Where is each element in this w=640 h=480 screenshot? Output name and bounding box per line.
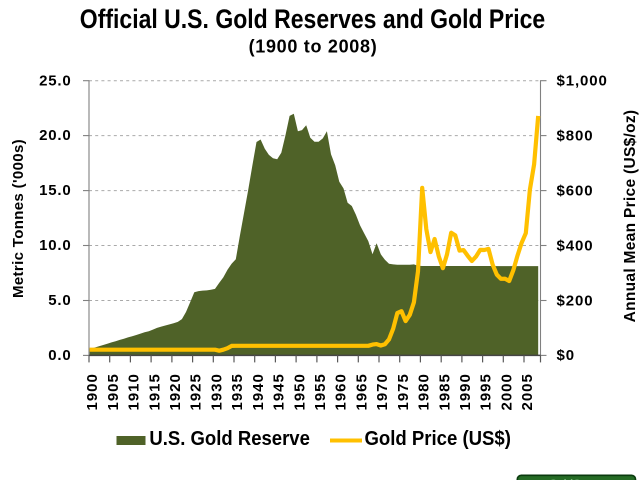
svg-text:1910: 1910 — [126, 373, 143, 410]
svg-text:10.0: 10.0 — [39, 237, 71, 254]
svg-text:1920: 1920 — [167, 373, 184, 410]
svg-text:1965: 1965 — [353, 373, 370, 410]
svg-text:$0: $0 — [557, 347, 576, 364]
svg-text:5.0: 5.0 — [48, 292, 71, 309]
svg-text:1945: 1945 — [271, 373, 288, 410]
svg-text:25.0: 25.0 — [39, 72, 71, 89]
svg-text:$1,000: $1,000 — [557, 73, 608, 90]
svg-text:$200: $200 — [557, 292, 594, 309]
svg-text:1980: 1980 — [416, 373, 433, 410]
svg-text:Annual Mean Price (US$/oz): Annual Mean Price (US$/oz) — [622, 110, 639, 323]
svg-text:2005: 2005 — [519, 373, 536, 410]
svg-text:1955: 1955 — [312, 373, 329, 410]
svg-text:1915: 1915 — [146, 373, 163, 410]
svg-text:15.0: 15.0 — [39, 182, 71, 199]
svg-text:$800: $800 — [557, 127, 594, 144]
svg-text:Gold Price (US$): Gold Price (US$) — [365, 428, 511, 450]
svg-text:1925: 1925 — [188, 373, 205, 410]
svg-text:1995: 1995 — [478, 373, 495, 410]
svg-text:1975: 1975 — [395, 373, 412, 410]
svg-text:1960: 1960 — [333, 373, 350, 410]
svg-text:1930: 1930 — [208, 373, 225, 410]
svg-text:GoldCore: GoldCore — [549, 478, 597, 480]
svg-text:1905: 1905 — [105, 373, 122, 410]
svg-text:(1900 to 2008): (1900 to 2008) — [249, 36, 378, 56]
svg-text:1900: 1900 — [84, 373, 101, 410]
svg-text:1940: 1940 — [250, 373, 267, 410]
svg-text:1990: 1990 — [457, 373, 474, 410]
svg-text:U.S. Gold Reserve: U.S. Gold Reserve — [149, 428, 310, 450]
svg-text:1950: 1950 — [291, 373, 308, 410]
svg-text:2000: 2000 — [498, 373, 515, 410]
svg-text:$600: $600 — [557, 182, 594, 199]
svg-text:0.0: 0.0 — [48, 347, 71, 364]
svg-text:1985: 1985 — [436, 373, 453, 410]
svg-text:1970: 1970 — [374, 373, 391, 410]
svg-text:Metric Tonnes ('000s): Metric Tonnes ('000s) — [10, 139, 27, 298]
svg-text:$400: $400 — [557, 237, 594, 254]
svg-text:20.0: 20.0 — [39, 127, 71, 144]
svg-text:Official U.S. Gold Reserves an: Official U.S. Gold Reserves and Gold Pri… — [80, 4, 545, 34]
svg-text:1935: 1935 — [229, 373, 246, 410]
